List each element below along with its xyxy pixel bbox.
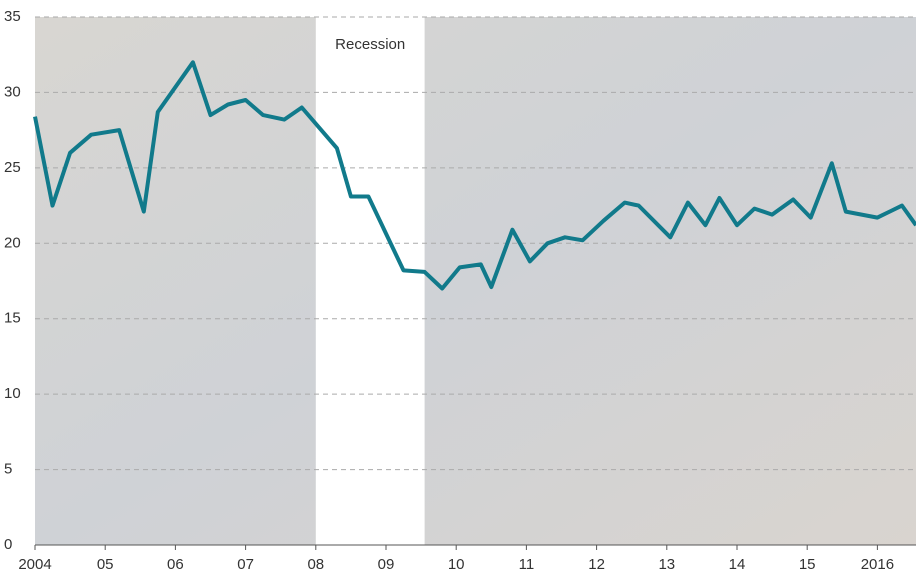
x-tick-label: 14	[729, 556, 746, 573]
background-photo	[35, 17, 916, 545]
data-line	[33, 60, 916, 291]
x-tick-label: 2004	[18, 556, 51, 573]
x-tick-label: 10	[448, 556, 465, 573]
y-tick-label: 25	[4, 159, 21, 176]
y-tick-label: 10	[4, 385, 21, 402]
x-tick-label: 06	[167, 556, 184, 573]
x-tick-label: 09	[378, 556, 395, 573]
x-tick-label: 15	[799, 556, 816, 573]
y-tick-label: 20	[4, 234, 21, 251]
x-tick-label: 2016	[861, 556, 894, 573]
y-tick-label: 0	[4, 536, 12, 553]
y-tick-label: 30	[4, 83, 21, 100]
x-tick-label: 12	[588, 556, 605, 573]
y-tick-label: 35	[4, 8, 21, 25]
x-tick-label: 13	[658, 556, 675, 573]
x-tick-label: 07	[237, 556, 254, 573]
y-tick-label: 15	[4, 310, 21, 327]
x-tick-label: 05	[97, 556, 114, 573]
x-tick-label: 11	[519, 556, 535, 573]
recession-band	[315, 17, 425, 545]
x-tick-label: 08	[307, 556, 324, 573]
recession-label: Recession	[335, 36, 405, 53]
y-tick-label: 5	[4, 461, 12, 478]
